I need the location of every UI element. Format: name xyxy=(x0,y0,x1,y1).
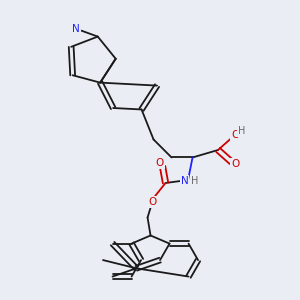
Text: O: O xyxy=(155,158,164,168)
Text: N: N xyxy=(72,24,80,34)
Text: O: O xyxy=(231,159,240,170)
Text: O: O xyxy=(148,197,156,207)
Text: H: H xyxy=(191,176,198,187)
Text: O: O xyxy=(231,130,240,140)
Text: N: N xyxy=(181,176,188,187)
Text: H: H xyxy=(238,126,245,136)
